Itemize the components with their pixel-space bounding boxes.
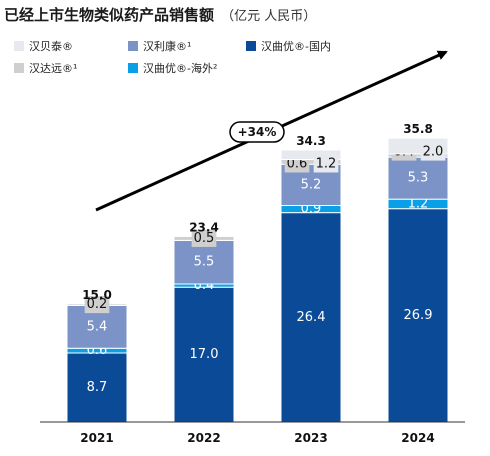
bars: 8.70.65.40.215.017.00.45.50.523.426.40.9… [66, 122, 449, 423]
bar-label-hlk-2022: 5.5 [194, 255, 215, 270]
legend-label-hqy_cn: 汉曲优®-国内 [261, 39, 331, 53]
bar-label-hlk-2023: 5.2 [301, 177, 322, 192]
legend-label-hdy: 汉达远®¹ [29, 62, 77, 75]
bar-label-hqy_os-2024: 1.2 [408, 196, 429, 211]
bar-hqy_cn-2021 [66, 352, 128, 423]
bar-label-hqy_cn-2022: 17.0 [190, 347, 219, 362]
bar-hqy_cn-2023 [280, 212, 342, 423]
chart-title-main: 已经上市生物类似药产品销售额 [4, 6, 214, 24]
growth-label: +34% [238, 125, 277, 139]
bar-label-hqy_cn-2023: 26.4 [297, 310, 326, 325]
bar-hlk-2022 [173, 239, 235, 285]
x-tick-label-2023: 2023 [294, 431, 327, 445]
bar-label-bg-hdy-2022 [191, 229, 217, 247]
bar-label-hlk-2024: 5.3 [408, 171, 429, 186]
x-axis-ticks: 2021 2022 2023 2024 [80, 431, 434, 445]
bar-hqy_cn-2022 [173, 286, 235, 423]
bar-label-bg-hbt-2024 [420, 143, 446, 161]
x-tick-label-2024: 2024 [401, 431, 434, 445]
bar-label-hdy-2022: 0.5 [194, 231, 215, 246]
legend-swatch-hlk [128, 41, 138, 51]
bar-label-bg-hbt-2023 [313, 155, 339, 173]
bar-hlk-2024 [387, 156, 449, 200]
legend-swatch-hqy_os [128, 63, 138, 73]
bar-label-hbt-2023: 1.2 [316, 157, 337, 172]
legend-label-hbt: 汉贝泰® [29, 39, 73, 53]
bar-label-hqy_cn-2021: 8.7 [87, 380, 108, 395]
x-tick-label-2022: 2022 [187, 431, 220, 445]
legend-label-hqy_os: 汉曲优®-海外² [143, 61, 217, 75]
bar-label-hlk-2021: 5.4 [87, 319, 108, 334]
growth-badge [229, 121, 285, 143]
bar-label-hqy_cn-2024: 26.9 [404, 308, 433, 323]
bar-hbt-2023 [280, 149, 342, 161]
total-label-2021: 15.0 [82, 288, 112, 302]
chart-title-unit: （亿元 人民币） [221, 9, 316, 24]
legend-swatch-hbt [14, 41, 24, 51]
total-label-2023: 34.3 [296, 134, 326, 148]
legend-label-hlk: 汉利康®¹ [143, 39, 191, 53]
legend-swatch-hdy [14, 63, 24, 73]
legend-swatch-hqy_cn [246, 41, 256, 51]
bar-label-hbt-2024: 2.0 [423, 145, 444, 160]
chart-title: 已经上市生物类似药产品销售额 （亿元 人民币） [4, 5, 316, 24]
bar-hqy_cn-2024 [387, 208, 449, 423]
total-label-2022: 23.4 [189, 220, 219, 234]
bar-label-hdy-2021: 0.2 [87, 297, 108, 312]
bar-label-bg-hdy-2021 [84, 296, 110, 314]
total-label-2024: 35.8 [403, 122, 433, 136]
x-tick-label-2021: 2021 [80, 431, 113, 445]
bar-label-hdy-2023: 0.6 [287, 157, 308, 172]
